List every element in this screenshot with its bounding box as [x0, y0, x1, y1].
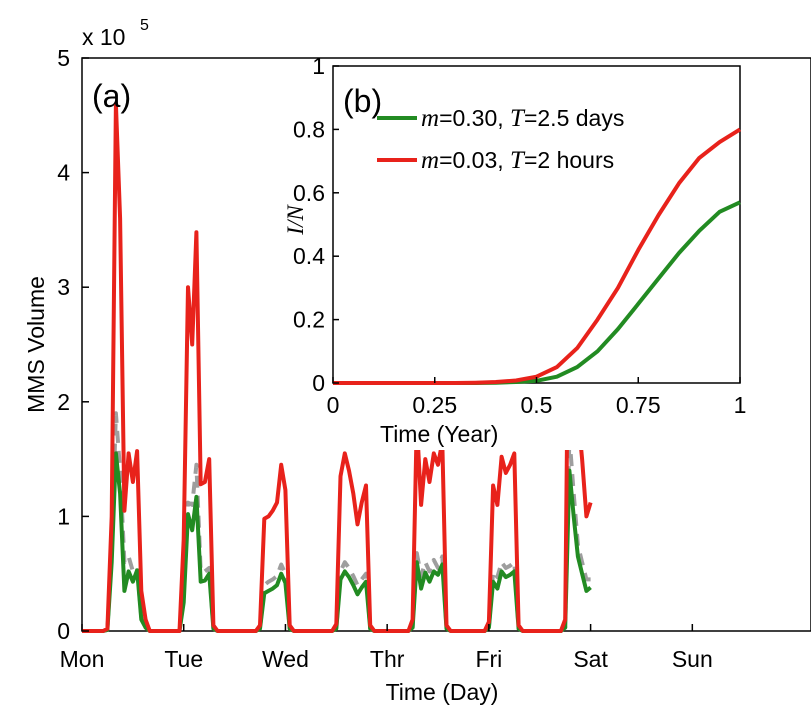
- legend-entry-part: m: [421, 105, 439, 132]
- panel-a-x-tick-label: Sat: [573, 646, 608, 672]
- panel-a-x-tick-label: Tue: [164, 646, 203, 672]
- panel-a-x-tick-label: Mon: [60, 646, 105, 672]
- panel-b-y-tick-label: 0.4: [293, 243, 325, 269]
- panel-a-x-tick-label: Fri: [475, 646, 502, 672]
- legend-entry: m=0.30, T=2.5 days: [421, 105, 624, 132]
- panel-a-series-group: [82, 101, 593, 633]
- legend-entry-part: =2 hours: [524, 147, 614, 173]
- panel-a-x-ticks: Mon Tue Wed Thr Fri Sat Sun: [60, 624, 713, 672]
- panel-a-x-axis-label: Time (Day): [386, 679, 499, 705]
- legend-entry-part: T: [510, 105, 526, 132]
- panel-a-y-tick-label: 3: [57, 274, 70, 300]
- panel-b-series-line: [333, 127, 742, 385]
- panel-a-label: (a): [92, 78, 131, 114]
- panel-a-y-multiplier: x 10: [82, 24, 125, 50]
- panel-b-x-tick-label: 0: [327, 392, 340, 418]
- panel-a-y-tick-label: 1: [57, 503, 70, 529]
- panel-a-x-tick-label: Sun: [672, 646, 713, 672]
- panel-a-x-tick-label: Thr: [370, 646, 405, 672]
- panel-a-y-tick-label: 0: [57, 618, 70, 644]
- panel-b-inset-chart: 0 0.2 0.4 0.6 0.8 1 0 0.25 0.5 0.75 1 (b) Time (Y…: [270, 53, 765, 450]
- panel-b-x-ticks: 0 0.25 0.5 0.75 1: [327, 377, 747, 418]
- panel-b-y-tick-label: 0.6: [293, 180, 325, 206]
- panel-b-x-tick-label: 0.75: [616, 392, 661, 418]
- panel-a-axes-frame: [81, 57, 811, 632]
- panel-b-x-tick-label: 1: [734, 392, 747, 418]
- panel-a-y-tick-label: 4: [57, 160, 70, 186]
- panel-a-y-tick-label: 2: [57, 389, 70, 415]
- legend-entry-part: =2.5 days: [524, 105, 624, 131]
- panel-a-series-line: [82, 101, 593, 633]
- panel-a-x-tick-label: Wed: [262, 646, 309, 672]
- panel-a-y-tick-label: 5: [57, 45, 70, 71]
- panel-b-y-axis-label: I/N: [283, 204, 308, 236]
- legend-entry-part: m: [421, 147, 439, 174]
- panel-b-x-tick-label: 0.25: [412, 392, 457, 418]
- panel-b-y-tick-label: 0: [312, 370, 325, 396]
- panel-b-y-tick-label: 0.8: [293, 116, 325, 142]
- legend-entry-part: =0.03,: [439, 147, 510, 173]
- panel-b-y-tick-label: 1: [312, 53, 325, 79]
- legend-entry-part: T: [510, 147, 526, 174]
- panel-a-y-exponent: 5: [140, 17, 149, 34]
- panel-b-label: (b): [343, 83, 382, 119]
- panel-a-y-axis-label: MMS Volume: [23, 276, 49, 413]
- panel-a-y-ticks: 0 1 2 3 4 5: [57, 45, 89, 644]
- legend-entry: m=0.03, T=2 hours: [421, 147, 614, 174]
- panel-b-y-tick-label: 0.2: [293, 307, 325, 333]
- panel-b-x-tick-label: 0.5: [521, 392, 553, 418]
- panel-b-x-axis-label: Time (Year): [380, 421, 498, 447]
- legend-entry-part: =0.30,: [439, 105, 510, 131]
- panel-b-y-ticks: 0 0.2 0.4 0.6 0.8 1: [293, 53, 339, 396]
